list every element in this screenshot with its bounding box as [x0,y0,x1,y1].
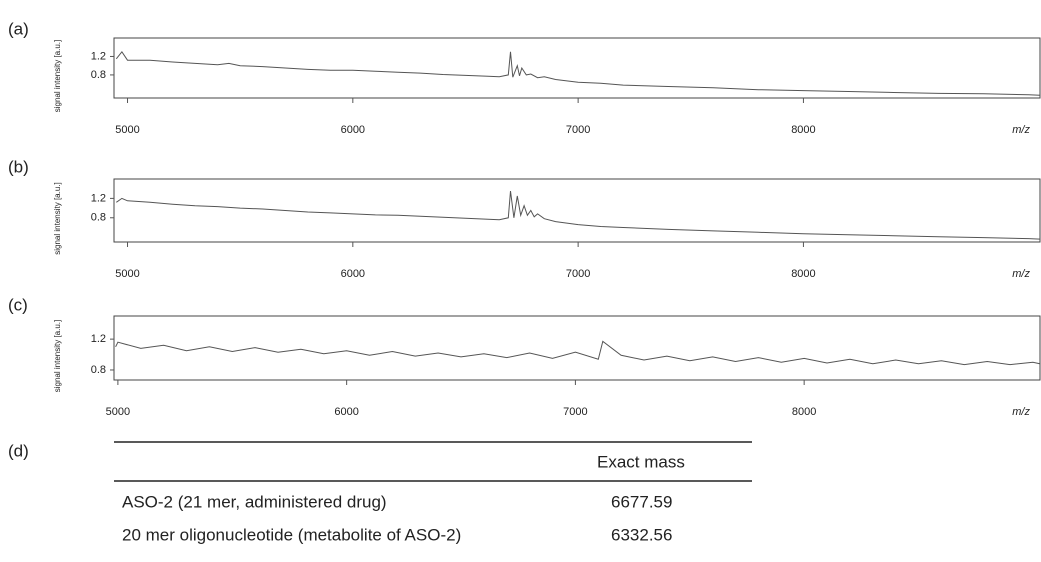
x-tick-label: 5000 [115,268,139,280]
panel-label: (b) [8,157,29,176]
y-tick-label: 0.8 [91,69,106,81]
y-tick-label: 0.8 [91,212,106,224]
x-axis-label: m/z [1012,406,1030,418]
x-tick-label: 8000 [791,124,815,136]
x-tick-label: 5000 [106,406,130,418]
y-tick-label: 1.2 [91,333,106,345]
x-tick-label: 8000 [791,268,815,280]
panel-label: (a) [8,19,29,38]
plot-frame [113,178,1041,243]
y-tick-label: 1.2 [91,50,106,62]
table-cell: ASO-2 (21 mer, administered drug) [122,492,387,511]
table-cell: 20 mer oligonucleotide (metabolite of AS… [122,525,461,544]
y-axis-label: signal intensity [a.u.] [53,182,62,254]
plot-frame [113,37,1041,99]
x-tick-label: 6000 [341,124,365,136]
table-cell: 6332.56 [611,525,672,544]
plot-frame [113,315,1041,381]
table-cell: 6677.59 [611,492,672,511]
x-tick-label: 6000 [341,268,365,280]
spectrum-line [115,340,1040,366]
panel-label: (c) [8,295,28,314]
x-tick-label: 7000 [566,124,590,136]
x-tick-label: 5000 [115,124,139,136]
x-tick-label: 8000 [792,406,816,418]
spectrum-line [116,191,1041,240]
panel-label: (d) [8,441,29,460]
y-axis-label: signal intensity [a.u.] [53,320,62,392]
x-axis-label: m/z [1012,268,1030,280]
y-tick-label: 0.8 [91,364,106,376]
table-header: Exact mass [597,452,685,471]
x-tick-label: 7000 [566,268,590,280]
spectrum-line [115,50,1041,96]
x-axis-label: m/z [1012,124,1030,136]
y-axis-label: signal intensity [a.u.] [53,40,62,112]
y-tick-label: 1.2 [91,192,106,204]
x-tick-label: 7000 [563,406,587,418]
x-tick-label: 6000 [334,406,358,418]
